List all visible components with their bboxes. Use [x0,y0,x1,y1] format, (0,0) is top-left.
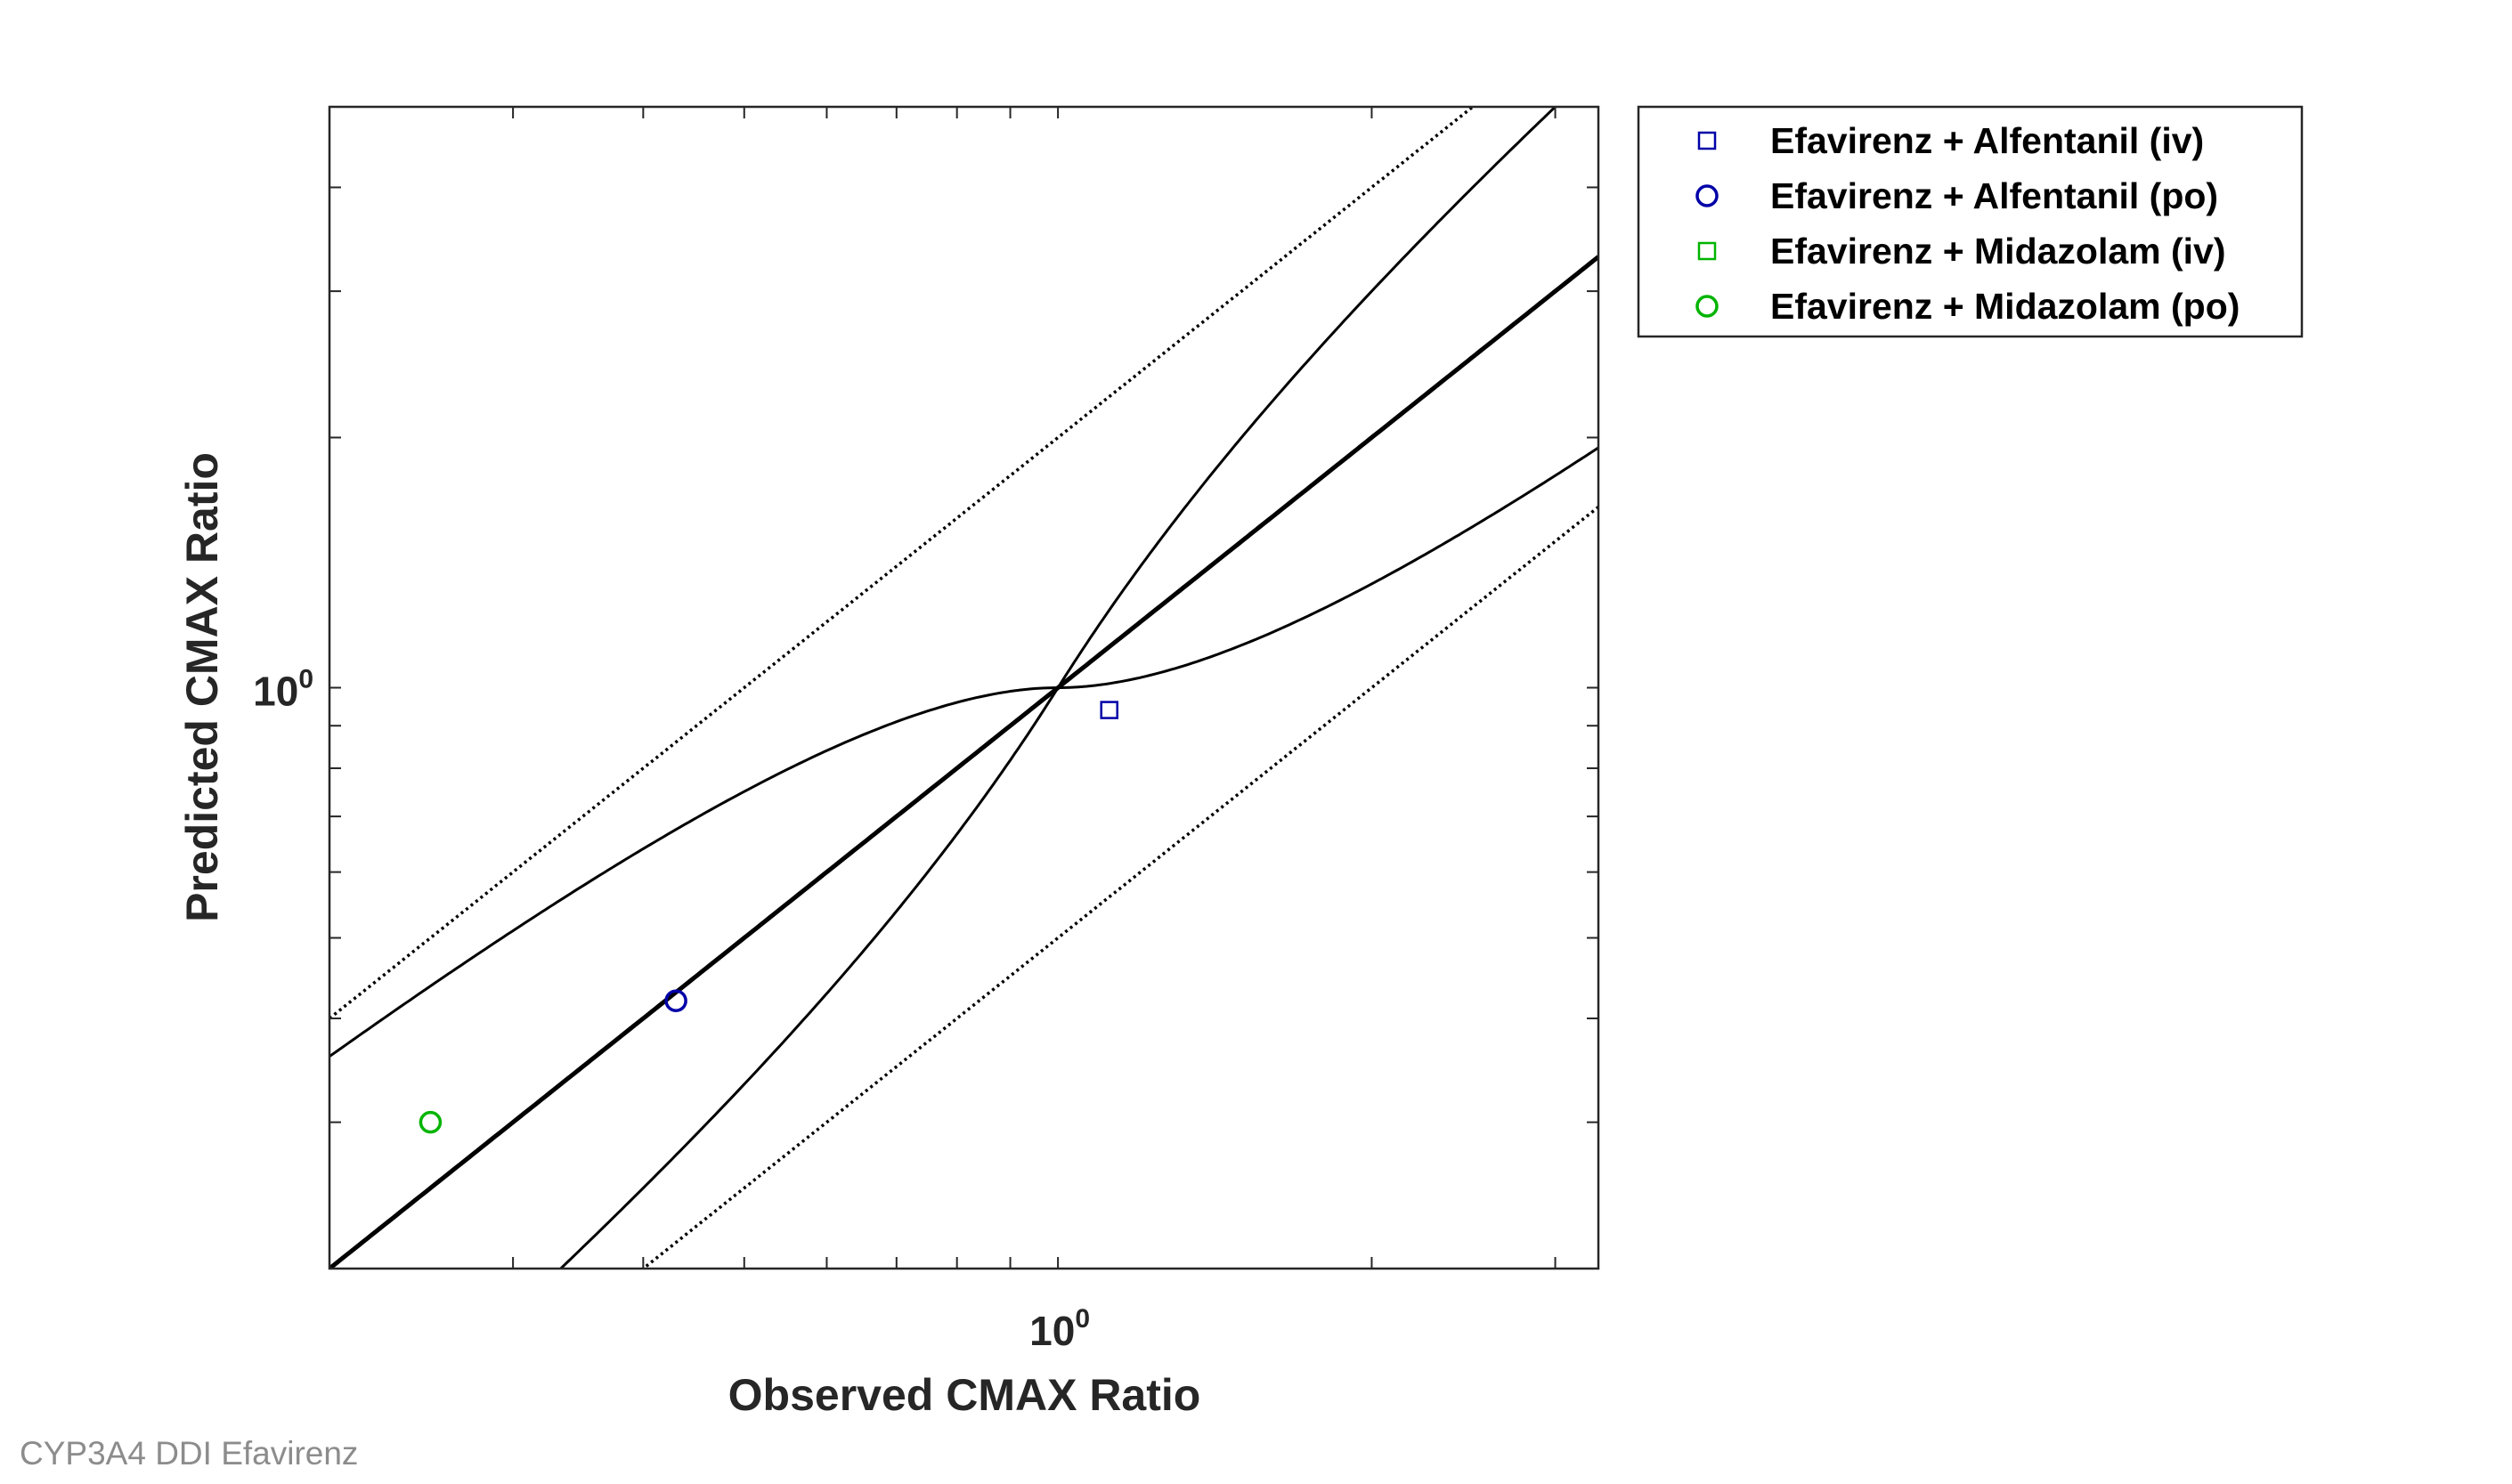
x-tick-label: 100 [1029,1304,1090,1354]
identity-line [329,255,1598,1269]
legend-label-1: Efavirenz + Alfentanil (iv) [1770,120,2204,161]
footer-text: CYP3A4 DDI Efavirenz [20,1435,359,1472]
data-points [419,701,1118,1134]
data-point-series-4 [419,1110,443,1134]
x-axis-title: Observed CMAX Ratio [728,1370,1201,1420]
legend-marker-3 [1697,241,1717,261]
legend-label-4: Efavirenz + Midazolam (po) [1770,286,2240,327]
legend: Efavirenz + Alfentanil (iv) Efavirenz + A… [1637,105,2304,338]
legend-label-2: Efavirenz + Alfentanil (po) [1770,175,2218,216]
plot-frame [328,105,1600,1270]
y-tick-label: 100 [253,665,313,715]
y-axis-title: Predicted CMAX Ratio [177,452,227,922]
legend-box [1637,105,2304,338]
tick-labels: 100 100 [253,665,1090,1355]
legend-label-3: Efavirenz + Midazolam (iv) [1770,231,2226,272]
legend-marker-4 [1695,295,1719,318]
reference-lines [329,107,1598,1269]
data-point-series-2 [664,989,687,1012]
two-fold-upper-line [329,107,1475,1020]
two-fold-lower-line [640,506,1598,1269]
legend-marker-2 [1695,184,1719,207]
guest-upper-limit [558,107,1557,1269]
axis-ticks [329,106,1598,1269]
legend-marker-1 [1697,131,1717,150]
guest-lower-limit [329,446,1598,1058]
data-point-series-1 [1100,701,1118,719]
